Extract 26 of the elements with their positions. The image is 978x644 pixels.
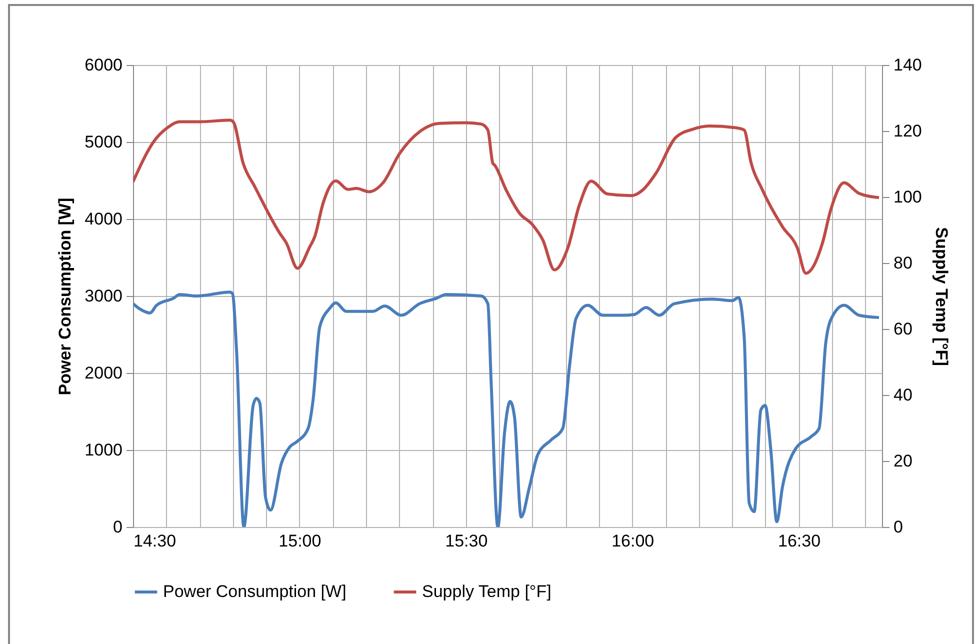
legend-label: Power Consumption [W]	[163, 582, 346, 601]
y2-axis-title: Supply Temp [°F]	[932, 227, 951, 366]
x-tick-label: 15:00	[278, 532, 322, 550]
y2-tick-label: 100	[894, 188, 922, 206]
y-tick-label: 4000	[84, 210, 122, 228]
x-tick-label: 14:30	[134, 532, 176, 550]
x-tick-label: 16:00	[612, 532, 654, 550]
y2-tick-label: 60	[894, 320, 912, 338]
y-tick-label: 1000	[84, 440, 122, 460]
y-tick-label: 3000	[84, 286, 122, 306]
y-tick-label: 5000	[84, 132, 122, 152]
y2-tick-label: 120	[894, 122, 922, 140]
y-tick-label: 0	[113, 518, 122, 536]
y-tick-label: 2000	[84, 364, 122, 382]
line-series	[133, 118, 881, 275]
y2-tick-label: 20	[894, 452, 912, 470]
y2-tick-label: 80	[894, 254, 912, 272]
y-tick-label: 6000	[84, 56, 122, 74]
x-tick-label: 15:30	[445, 532, 488, 550]
legend-label: Supply Temp [°F]	[422, 582, 552, 601]
line-series	[133, 290, 881, 527]
y2-tick-label: 0	[894, 518, 903, 536]
x-tick-label: 16:30	[778, 532, 821, 550]
y2-tick-label: 40	[894, 386, 912, 404]
y-axis-title: Power Consumption [W]	[56, 198, 75, 396]
y2-tick-label: 140	[894, 56, 922, 74]
